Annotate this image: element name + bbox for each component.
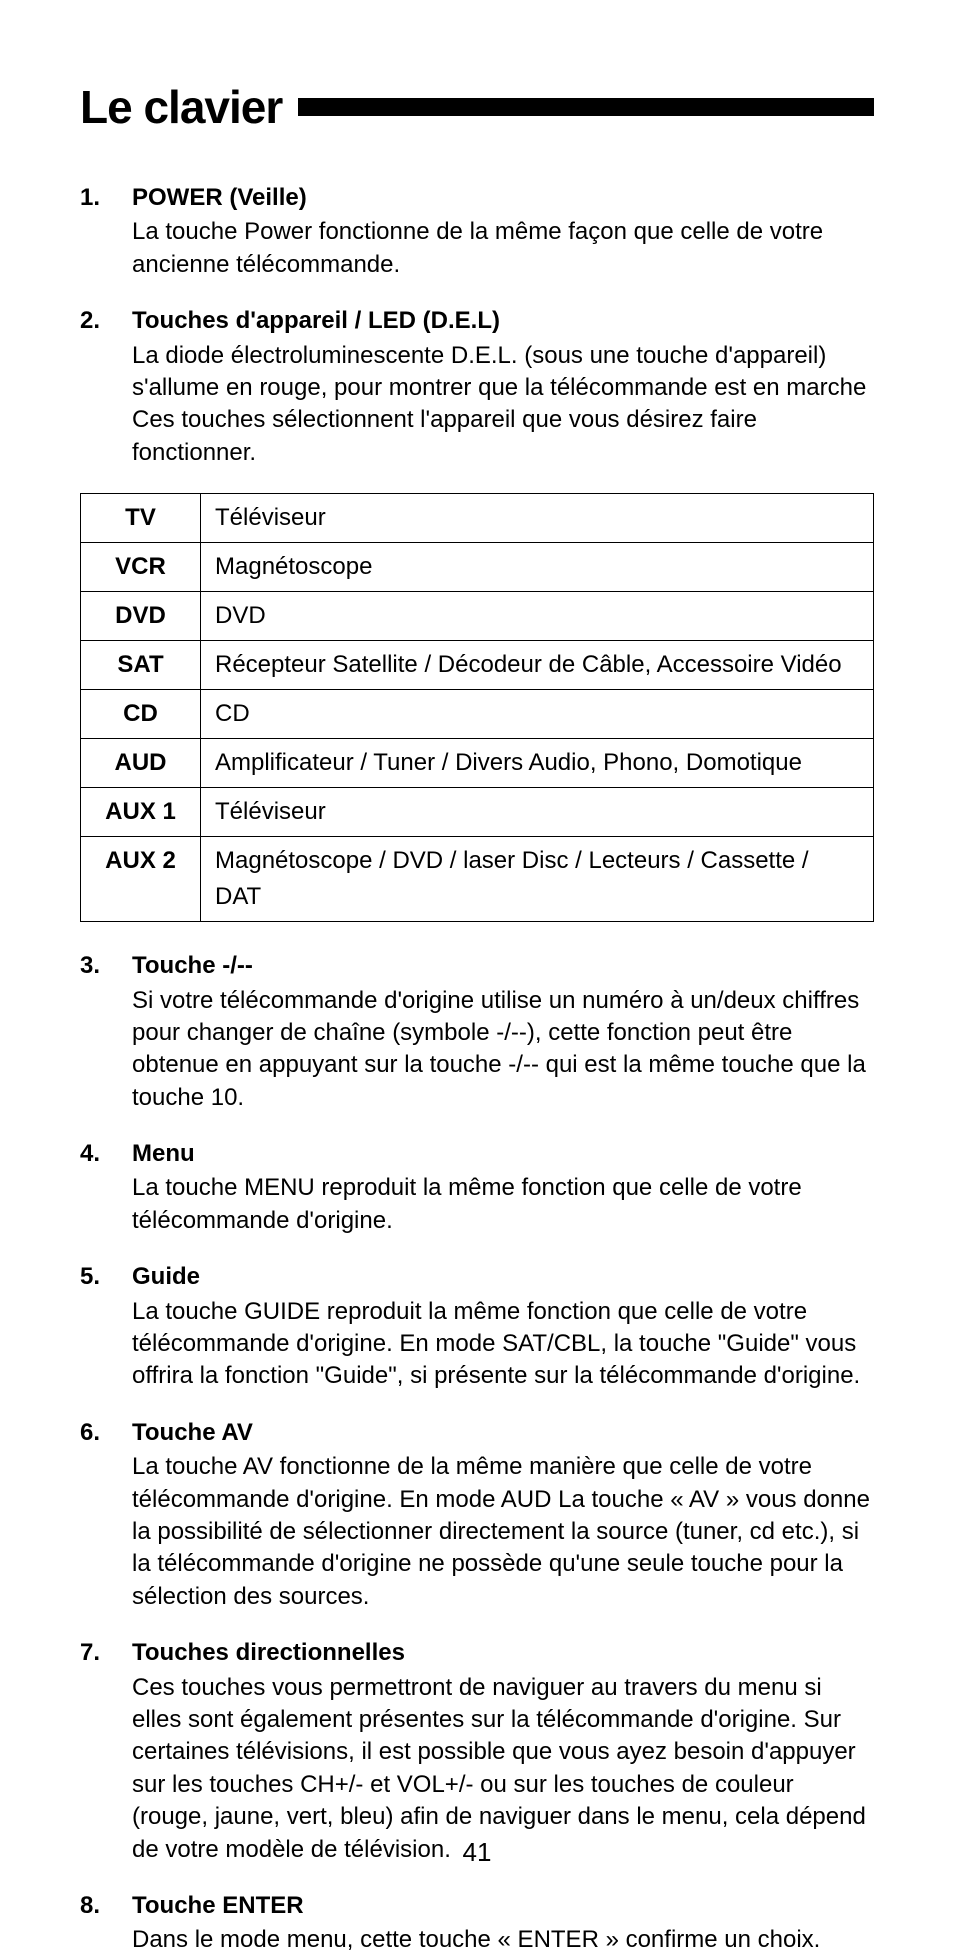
- table-code: AUX 1: [81, 788, 201, 837]
- item-title: POWER (Veille): [132, 182, 307, 214]
- table-desc: Téléviseur: [201, 788, 874, 837]
- table-code: SAT: [81, 641, 201, 690]
- item-head: 6. Touche AV: [80, 1417, 874, 1449]
- list-item: 1. POWER (Veille) La touche Power foncti…: [80, 182, 874, 281]
- item-head: 2. Touches d'appareil / LED (D.E.L): [80, 305, 874, 337]
- title-rule: [298, 98, 874, 116]
- item-head: 3. Touche -/--: [80, 950, 874, 982]
- item-head: 4. Menu: [80, 1138, 874, 1170]
- item-head: 8. Touche ENTER: [80, 1890, 874, 1922]
- item-body: Si votre télécommande d'origine utilise …: [132, 985, 874, 1115]
- list-item: 6. Touche AV La touche AV fonctionne de …: [80, 1417, 874, 1613]
- table-code: TV: [81, 494, 201, 543]
- item-number: 7.: [80, 1637, 132, 1669]
- table-desc: Amplificateur / Tuner / Divers Audio, Ph…: [201, 739, 874, 788]
- list-item: 7. Touches directionnelles Ces touches v…: [80, 1637, 874, 1866]
- item-body: La touche MENU reproduit la même fonctio…: [132, 1172, 874, 1237]
- table-code: AUD: [81, 739, 201, 788]
- item-body: La touche GUIDE reproduit la même foncti…: [132, 1296, 874, 1393]
- item-title: Touches directionnelles: [132, 1637, 405, 1669]
- table-row: TV Téléviseur: [81, 494, 874, 543]
- item-head: 7. Touches directionnelles: [80, 1637, 874, 1669]
- list-item: 4. Menu La touche MENU reproduit la même…: [80, 1138, 874, 1237]
- list-item: 5. Guide La touche GUIDE reproduit la mê…: [80, 1261, 874, 1393]
- table-row: DVD DVD: [81, 592, 874, 641]
- table-desc: Récepteur Satellite / Décodeur de Câble,…: [201, 641, 874, 690]
- item-number: 1.: [80, 182, 132, 214]
- item-title: Guide: [132, 1261, 200, 1293]
- item-body: Dans le mode menu, cette touche « ENTER …: [132, 1924, 874, 1956]
- page-title-row: Le clavier: [80, 80, 874, 134]
- list-item: 8. Touche ENTER Dans le mode menu, cette…: [80, 1890, 874, 1957]
- table-code: DVD: [81, 592, 201, 641]
- item-number: 4.: [80, 1138, 132, 1170]
- table-desc: CD: [201, 690, 874, 739]
- table-row: CD CD: [81, 690, 874, 739]
- item-title: Touche AV: [132, 1417, 253, 1449]
- item-head: 5. Guide: [80, 1261, 874, 1293]
- table-desc: Magnétoscope / DVD / laser Disc / Lecteu…: [201, 837, 874, 922]
- item-head: 1. POWER (Veille): [80, 182, 874, 214]
- item-title: Touche -/--: [132, 950, 253, 982]
- table-row: VCR Magnétoscope: [81, 543, 874, 592]
- table-row: AUD Amplificateur / Tuner / Divers Audio…: [81, 739, 874, 788]
- item-title: Touche ENTER: [132, 1890, 304, 1922]
- page-number: 41: [0, 1837, 954, 1868]
- table-desc: Magnétoscope: [201, 543, 874, 592]
- table-code: CD: [81, 690, 201, 739]
- table-row: SAT Récepteur Satellite / Décodeur de Câ…: [81, 641, 874, 690]
- table-code: AUX 2: [81, 837, 201, 922]
- page-title: Le clavier: [80, 80, 282, 134]
- table-desc: DVD: [201, 592, 874, 641]
- table-row: AUX 1 Téléviseur: [81, 788, 874, 837]
- device-table: TV Téléviseur VCR Magnétoscope DVD DVD S…: [80, 493, 874, 922]
- item-title: Touches d'appareil / LED (D.E.L): [132, 305, 500, 337]
- table-code: VCR: [81, 543, 201, 592]
- item-body: La diode électroluminescente D.E.L. (sou…: [132, 340, 874, 470]
- item-body: La touche Power fonctionne de la même fa…: [132, 216, 874, 281]
- item-title: Menu: [132, 1138, 195, 1170]
- table-row: AUX 2 Magnétoscope / DVD / laser Disc / …: [81, 837, 874, 922]
- item-number: 2.: [80, 305, 132, 337]
- item-number: 5.: [80, 1261, 132, 1293]
- item-number: 3.: [80, 950, 132, 982]
- item-number: 6.: [80, 1417, 132, 1449]
- item-number: 8.: [80, 1890, 132, 1922]
- list-item: 2. Touches d'appareil / LED (D.E.L) La d…: [80, 305, 874, 469]
- table-desc: Téléviseur: [201, 494, 874, 543]
- list-item: 3. Touche -/-- Si votre télécommande d'o…: [80, 950, 874, 1114]
- item-body: La touche AV fonctionne de la même maniè…: [132, 1451, 874, 1613]
